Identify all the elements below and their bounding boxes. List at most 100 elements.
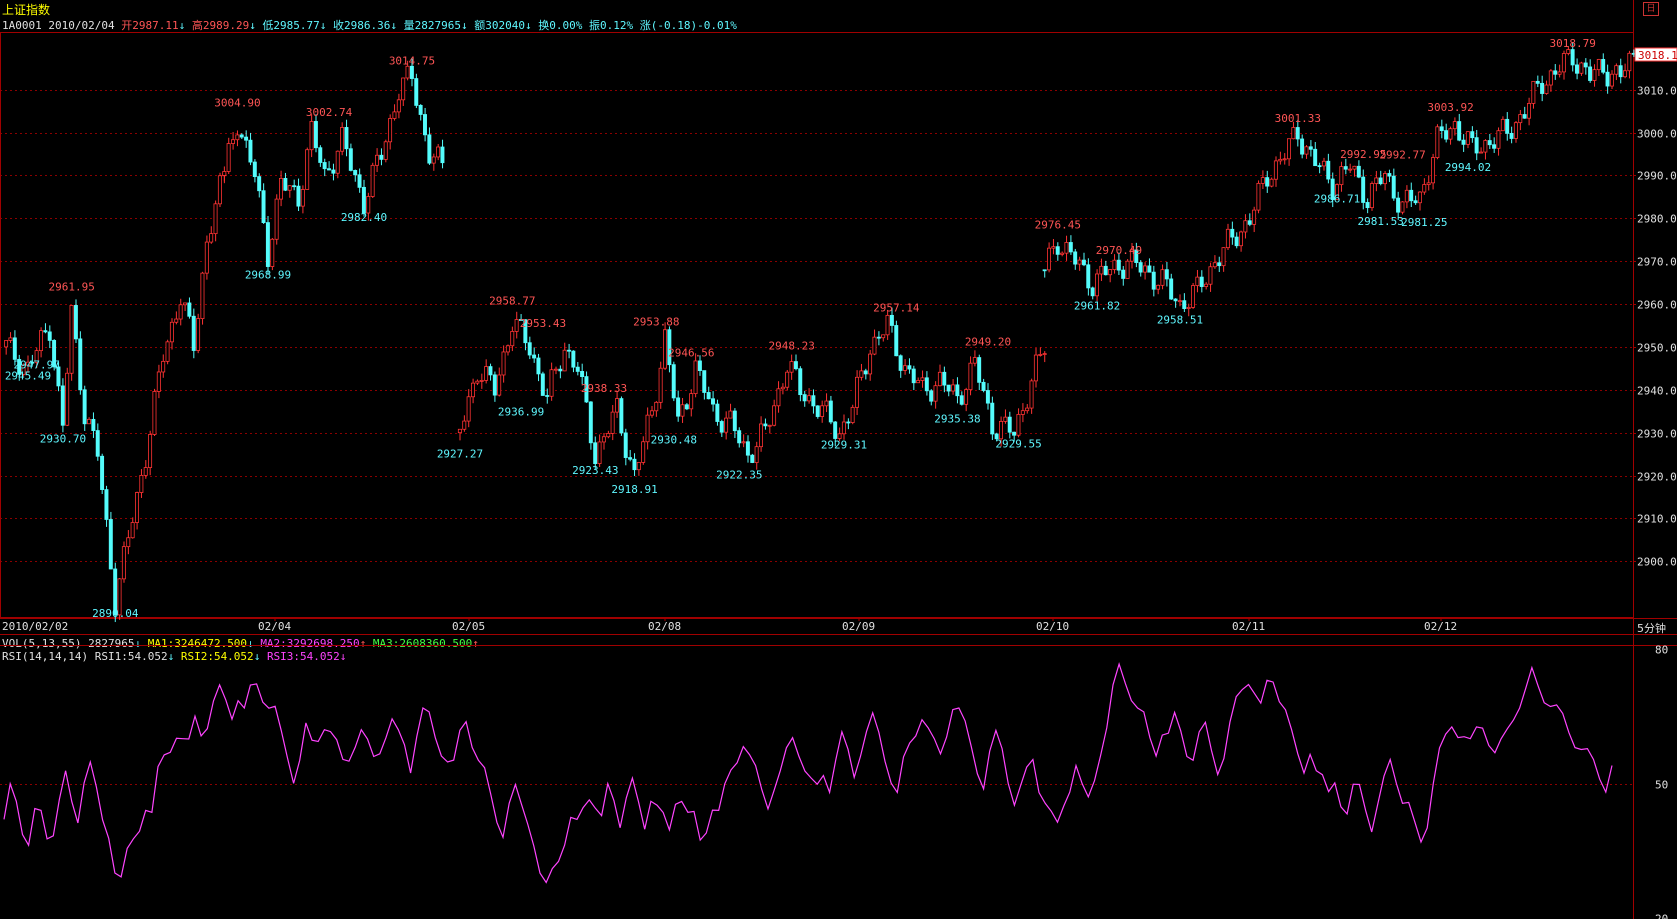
candle-body bbox=[1452, 121, 1457, 130]
candle-body bbox=[178, 304, 183, 320]
up-arrow-icon: ↑ bbox=[359, 637, 367, 650]
candle-body bbox=[615, 398, 619, 413]
candle-body bbox=[1313, 148, 1318, 167]
candle-body bbox=[248, 139, 253, 163]
price-annotation: 2968.99 bbox=[245, 269, 291, 282]
period-label[interactable]: 5分钟 bbox=[1637, 622, 1666, 635]
candle-body bbox=[1505, 118, 1510, 134]
candle-body bbox=[1369, 183, 1374, 209]
candle-body bbox=[540, 373, 545, 396]
candle-body bbox=[658, 367, 663, 403]
rsi1-value: RSI1:54.052 bbox=[94, 650, 168, 663]
candle-body bbox=[697, 360, 702, 371]
candle-body bbox=[654, 401, 659, 412]
price-annotation: 3018.79 bbox=[1550, 37, 1596, 50]
candle-body bbox=[667, 329, 672, 366]
amount-value: 额302040 bbox=[474, 19, 526, 32]
vol-value: 2827965 bbox=[88, 637, 135, 650]
y-tick-label: 2900.0 bbox=[1637, 556, 1677, 569]
y-tick-label: 2970.0 bbox=[1637, 256, 1677, 269]
volume-value: 量2827965 bbox=[403, 19, 462, 32]
candle-body bbox=[165, 341, 170, 362]
candle-body bbox=[1457, 121, 1462, 141]
candle-body bbox=[1566, 49, 1571, 54]
vol-ma2: MA2:3292698.250 bbox=[260, 637, 360, 650]
candle-body bbox=[780, 386, 785, 390]
candle-body bbox=[1007, 416, 1012, 433]
candle-body bbox=[1391, 175, 1396, 199]
candle-body bbox=[1321, 160, 1326, 167]
candle-body bbox=[1239, 231, 1243, 247]
candle-body bbox=[1592, 69, 1597, 81]
candle-body bbox=[1116, 259, 1121, 271]
candle-body bbox=[257, 176, 262, 192]
x-tick-label: 02/04 bbox=[258, 620, 291, 633]
price-annotation: 2986.71 bbox=[1314, 193, 1360, 206]
candle-body bbox=[462, 420, 467, 430]
candle-body bbox=[1164, 269, 1169, 280]
candle-body bbox=[601, 436, 606, 443]
main-panel-frame bbox=[0, 32, 1634, 618]
candle-body bbox=[1134, 249, 1139, 263]
candle-body bbox=[457, 428, 462, 434]
candle-body bbox=[636, 462, 641, 471]
candle-body bbox=[1343, 166, 1348, 170]
price-annotation: 2958.51 bbox=[1157, 313, 1203, 326]
x-tick-label: 02/12 bbox=[1424, 620, 1457, 633]
price-annotation: 2976.45 bbox=[1035, 219, 1081, 232]
down-arrow-icon: ↓ bbox=[390, 19, 398, 32]
candle-body bbox=[728, 410, 733, 419]
candle-body bbox=[148, 434, 153, 468]
candle-body bbox=[1596, 59, 1601, 71]
candle-body bbox=[505, 345, 510, 353]
window-restore-icon[interactable]: 日 bbox=[1643, 2, 1659, 16]
candle-body bbox=[1544, 84, 1549, 94]
candle-body bbox=[235, 134, 240, 141]
candle-body bbox=[724, 417, 729, 433]
candle-body bbox=[706, 392, 711, 400]
candle-body bbox=[475, 380, 480, 384]
candle-body bbox=[785, 371, 790, 388]
candle-body bbox=[1627, 52, 1632, 72]
rsi2-value: RSI2:54.052 bbox=[180, 650, 254, 663]
candle-body bbox=[348, 148, 353, 171]
candle-body bbox=[1012, 431, 1017, 436]
candle-body bbox=[1256, 182, 1261, 211]
candle-body bbox=[1609, 73, 1614, 87]
candle-body bbox=[1151, 271, 1156, 290]
candle-body bbox=[1553, 70, 1558, 75]
candle-body bbox=[527, 342, 532, 356]
candle-body bbox=[999, 421, 1003, 440]
down-arrow-icon: ↓ bbox=[247, 637, 254, 650]
candle-body bbox=[366, 196, 371, 214]
candle-body bbox=[209, 233, 214, 243]
candle-body bbox=[1326, 160, 1331, 180]
candle-body bbox=[1492, 144, 1497, 149]
candle-body bbox=[929, 390, 934, 402]
candle-body bbox=[143, 467, 148, 476]
candle-body bbox=[885, 314, 890, 336]
candle-body bbox=[937, 371, 942, 387]
candle-body bbox=[514, 319, 519, 332]
candle-body bbox=[641, 441, 646, 463]
candle-body bbox=[693, 360, 698, 395]
candle-body bbox=[1042, 353, 1047, 355]
candle-body bbox=[1090, 287, 1095, 297]
candle-body bbox=[309, 121, 314, 151]
candle-body bbox=[322, 162, 327, 170]
candle-body bbox=[1273, 160, 1278, 180]
candle-body bbox=[1623, 70, 1627, 78]
candle-body bbox=[745, 441, 750, 456]
candle-body bbox=[990, 402, 995, 435]
price-annotation: 3003.92 bbox=[1427, 101, 1473, 114]
low-value: 低2985.77 bbox=[262, 19, 320, 32]
change-value: 涨(-0.18)-0.01% bbox=[639, 19, 737, 32]
candle-body bbox=[671, 364, 676, 399]
candle-body bbox=[91, 418, 96, 431]
candle-body bbox=[296, 185, 301, 207]
candle-body bbox=[863, 370, 868, 375]
candle-body bbox=[436, 146, 441, 158]
candle-layer bbox=[4, 42, 1636, 623]
